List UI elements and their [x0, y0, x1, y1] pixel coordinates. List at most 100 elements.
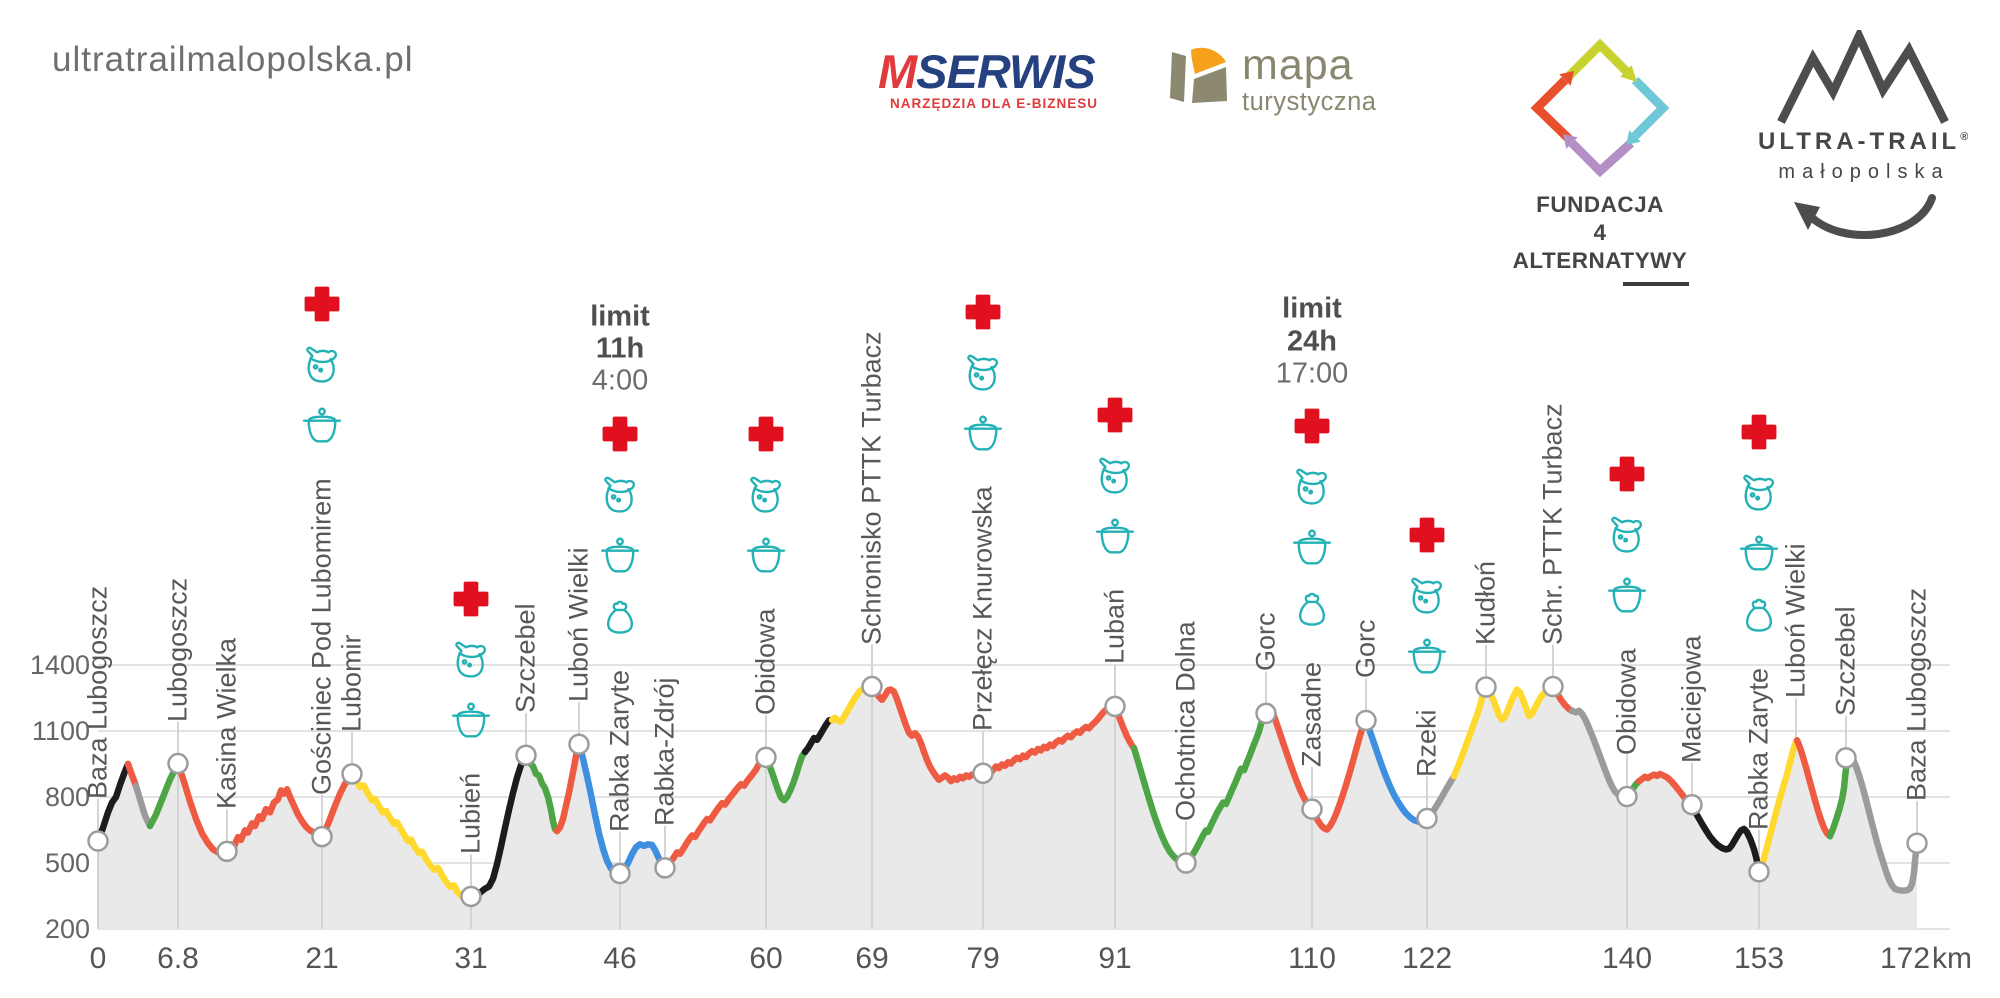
- checkpoint-label: Przełęcz Knurowska: [967, 486, 998, 732]
- checkpoint-marker: [87, 830, 109, 852]
- medical-cross-icon: [1290, 404, 1334, 448]
- hot-meal-pot-icon: [1290, 528, 1334, 572]
- trail-segment: [1756, 736, 1801, 875]
- ultra-trail-malopolska-logo: ULTRA-TRAIL® małopolska: [1758, 30, 1970, 262]
- drinks-jug-icon: [449, 639, 493, 683]
- checkpoint-marker: [311, 825, 333, 848]
- checkpoint-label: Rabka Zaryte: [604, 669, 635, 832]
- trail-segment: [94, 760, 132, 845]
- limit-label: limit 11h 4:00: [590, 300, 650, 397]
- trail-segment: [801, 716, 836, 756]
- mserwis-logo: MSERWIS NARZĘDZIA DLA E-BIZNESU: [878, 48, 1097, 111]
- smile-arrow-icon: [1794, 194, 1936, 239]
- x-axis-tick-label: 79: [966, 942, 1000, 975]
- checkpoint-label: Kasina Wielka: [211, 638, 242, 810]
- checkpoint-marker: [609, 862, 631, 885]
- checkpoint-marker: [1104, 695, 1126, 718]
- mapa-logo-line2: turystyczna: [1242, 88, 1377, 116]
- mserwis-tagline: NARZĘDZIA DLA E-BIZNESU: [878, 96, 1097, 111]
- checkpoint-label: Lubień: [455, 773, 486, 855]
- checkpoint-label: Lubogoszcz: [162, 577, 193, 722]
- mapa-turystyczna-logo: mapa turystyczna: [1166, 44, 1376, 116]
- limit-time: 17:00: [1275, 357, 1349, 390]
- checkpoint-label: Ochotnica Dolna: [1170, 621, 1201, 821]
- medical-cross-icon: [961, 290, 1005, 334]
- hot-meal-pot-icon: [1093, 517, 1137, 561]
- checkpoint-label: Gorc: [1250, 612, 1281, 672]
- mserwis-wordmark: MSERWIS: [878, 48, 1096, 95]
- checkpoint-marker: [460, 885, 482, 908]
- y-axis-tick-label: 200: [44, 914, 90, 944]
- medical-cross-icon: [1605, 452, 1649, 496]
- x-axis-tick-label: 60: [749, 942, 783, 975]
- checkpoint-marker: [515, 744, 537, 766]
- trail-segment: [1450, 683, 1557, 780]
- checkpoint-marker: [167, 752, 189, 775]
- trail-segment: [1362, 717, 1431, 825]
- x-axis-tick-label: 140: [1601, 942, 1653, 975]
- x-axis-tick-label: 110: [1288, 942, 1336, 975]
- checkpoint-label: Lubomir: [336, 634, 367, 732]
- hot-meal-pot-icon: [744, 536, 788, 580]
- checkpoint-marker: [654, 857, 676, 879]
- x-axis-tick-label: 21: [305, 942, 339, 975]
- checkpoint-label: Schronisko PTTK Turbacz: [856, 330, 887, 645]
- x-axis-tick-label: 31: [454, 942, 488, 975]
- trail-segment: [1842, 753, 1921, 894]
- checkpoint-label: Kudłoń: [1470, 560, 1501, 645]
- site-url-label: ultratrailmalopolska.pl: [52, 40, 414, 79]
- hot-meal-pot-icon: [1405, 637, 1449, 681]
- checkpoint-marker: [972, 762, 994, 784]
- medical-cross-icon: [744, 412, 788, 456]
- checkpoint-marker: [1616, 785, 1638, 808]
- checkpoint-marker: [568, 733, 590, 755]
- limit-hours: 11h: [595, 332, 645, 365]
- drinks-jug-icon: [300, 344, 344, 388]
- checkpoint-label: Gościniec Pod Lubomirem: [306, 477, 337, 795]
- checkpoint-marker: [755, 746, 777, 769]
- x-axis-unit-label: km: [1932, 942, 1972, 975]
- checkpoint-label: Maciejowa: [1676, 635, 1707, 763]
- checkpoint-label: Rabka-Zdrój: [649, 677, 680, 826]
- checkpoint-label: Baza Lubogoszcz: [1901, 588, 1932, 802]
- checkpoint-label: Obidowa: [750, 608, 781, 716]
- x-axis-tick-label: 153: [1733, 942, 1785, 975]
- elevation-area-fill: [98, 686, 1917, 929]
- trail-segment: [1793, 736, 1834, 840]
- medical-cross-icon: [1737, 410, 1781, 454]
- checkpoint-marker: [1301, 798, 1323, 820]
- checkpoint-marker: [1835, 747, 1857, 769]
- medical-cross-icon: [449, 577, 493, 621]
- limit-word: limit: [1282, 292, 1342, 325]
- checkpoint-marker: [1416, 807, 1438, 830]
- mapa-logo-line1: mapa: [1242, 41, 1354, 89]
- ultratrail-logo-line1: ULTRA-TRAIL: [1758, 128, 1961, 155]
- mapa-logo-icon: [1170, 47, 1227, 103]
- checkpoint-marker: [1475, 676, 1497, 698]
- fundacja-underline: [1623, 282, 1689, 287]
- checkpoint-label: Schr. PTTK Turbacz: [1537, 402, 1568, 645]
- checkpoint-label: Obidowa: [1611, 647, 1642, 755]
- trail-segment: [1686, 799, 1764, 875]
- checkpoint-marker: [341, 763, 363, 785]
- checkpoint-label: Rzeki: [1411, 709, 1442, 777]
- checkpoint-marker: [1355, 709, 1377, 732]
- four-arrows-diamond-icon: [1530, 38, 1670, 178]
- trail-segment: [661, 754, 770, 872]
- mountains-icon: [1777, 30, 1949, 124]
- checkpoint-marker: [1681, 793, 1703, 816]
- limit-time: 4:00: [591, 365, 649, 398]
- drinks-jug-icon: [598, 474, 642, 518]
- drop-bag-icon: [1290, 590, 1334, 634]
- checkpoint-marker: [861, 675, 883, 698]
- fundacja-4-alternatywy-logo: FUNDACJA 4 ALTERNATYWY: [1505, 33, 1695, 287]
- x-axis-tick-label: 46: [603, 942, 637, 975]
- mserwis-tagline-text: NARZĘDZIA DLA E-BIZNESU: [890, 96, 1098, 111]
- drinks-jug-icon: [1737, 472, 1781, 516]
- checkpoint-label: Szczebel: [510, 603, 541, 714]
- y-axis-tick-label: 800: [44, 782, 90, 812]
- drinks-jug-icon: [1605, 514, 1649, 558]
- trail-segment: [1826, 754, 1850, 840]
- hot-meal-pot-icon: [1737, 534, 1781, 578]
